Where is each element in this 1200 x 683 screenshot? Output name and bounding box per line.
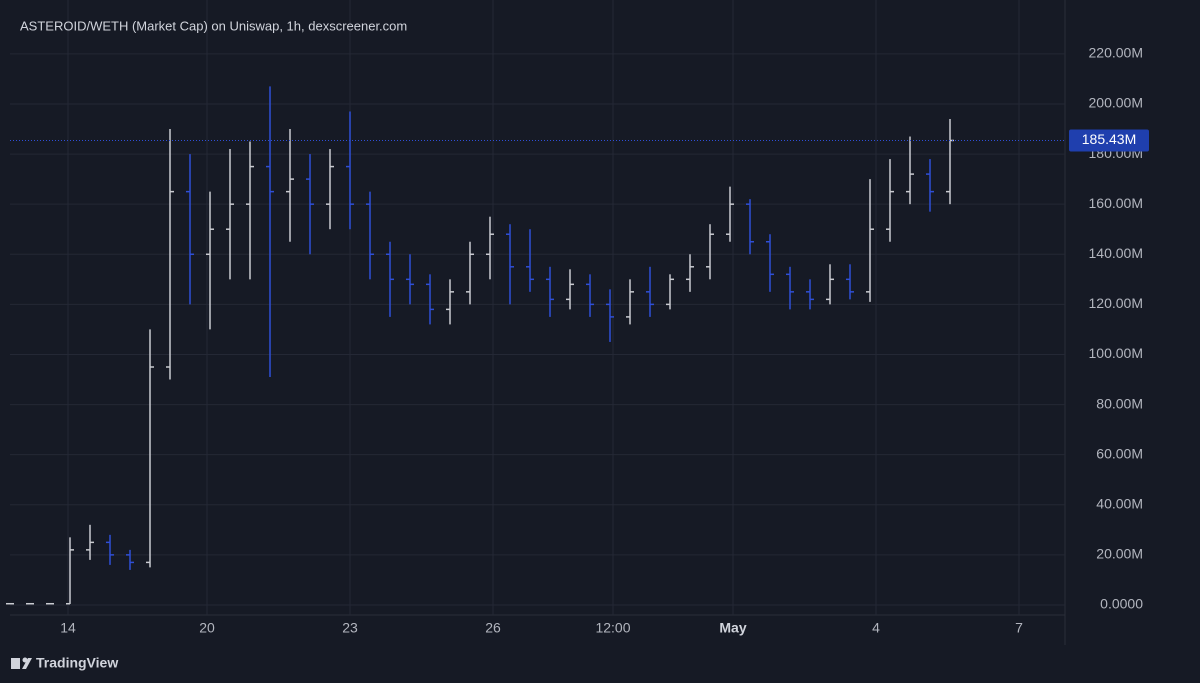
- footer-brand: TradingView: [36, 655, 118, 671]
- y-tick-label: 140.00M: [1089, 245, 1143, 261]
- x-tick-label: 4: [872, 620, 880, 636]
- last-price-label: 185.43M: [1082, 131, 1136, 147]
- y-tick-label: 40.00M: [1096, 495, 1143, 511]
- y-tick-label: 160.00M: [1089, 195, 1143, 211]
- y-tick-label: 20.00M: [1096, 546, 1143, 562]
- y-tick-label: 120.00M: [1089, 295, 1143, 311]
- x-tick-label: 14: [60, 620, 76, 636]
- x-tick-label: 26: [485, 620, 501, 636]
- x-tick-label: May: [719, 620, 746, 636]
- y-tick-label: 80.00M: [1096, 395, 1143, 411]
- y-tick-label: 220.00M: [1089, 45, 1143, 61]
- x-tick-label: 12:00: [595, 620, 630, 636]
- tradingview-logo: [11, 657, 32, 669]
- x-tick-label: 23: [342, 620, 358, 636]
- x-tick-label: 7: [1015, 620, 1023, 636]
- chart-title: ASTEROID/WETH (Market Cap) on Uniswap, 1…: [20, 18, 407, 33]
- y-tick-label: 0.0000: [1100, 596, 1143, 612]
- plot: [6, 0, 1065, 615]
- x-tick-label: 20: [199, 620, 215, 636]
- y-tick-label: 100.00M: [1089, 345, 1143, 361]
- last-price-box: [1069, 129, 1149, 152]
- y-tick-label: 60.00M: [1096, 445, 1143, 461]
- y-tick-label: 200.00M: [1089, 95, 1143, 111]
